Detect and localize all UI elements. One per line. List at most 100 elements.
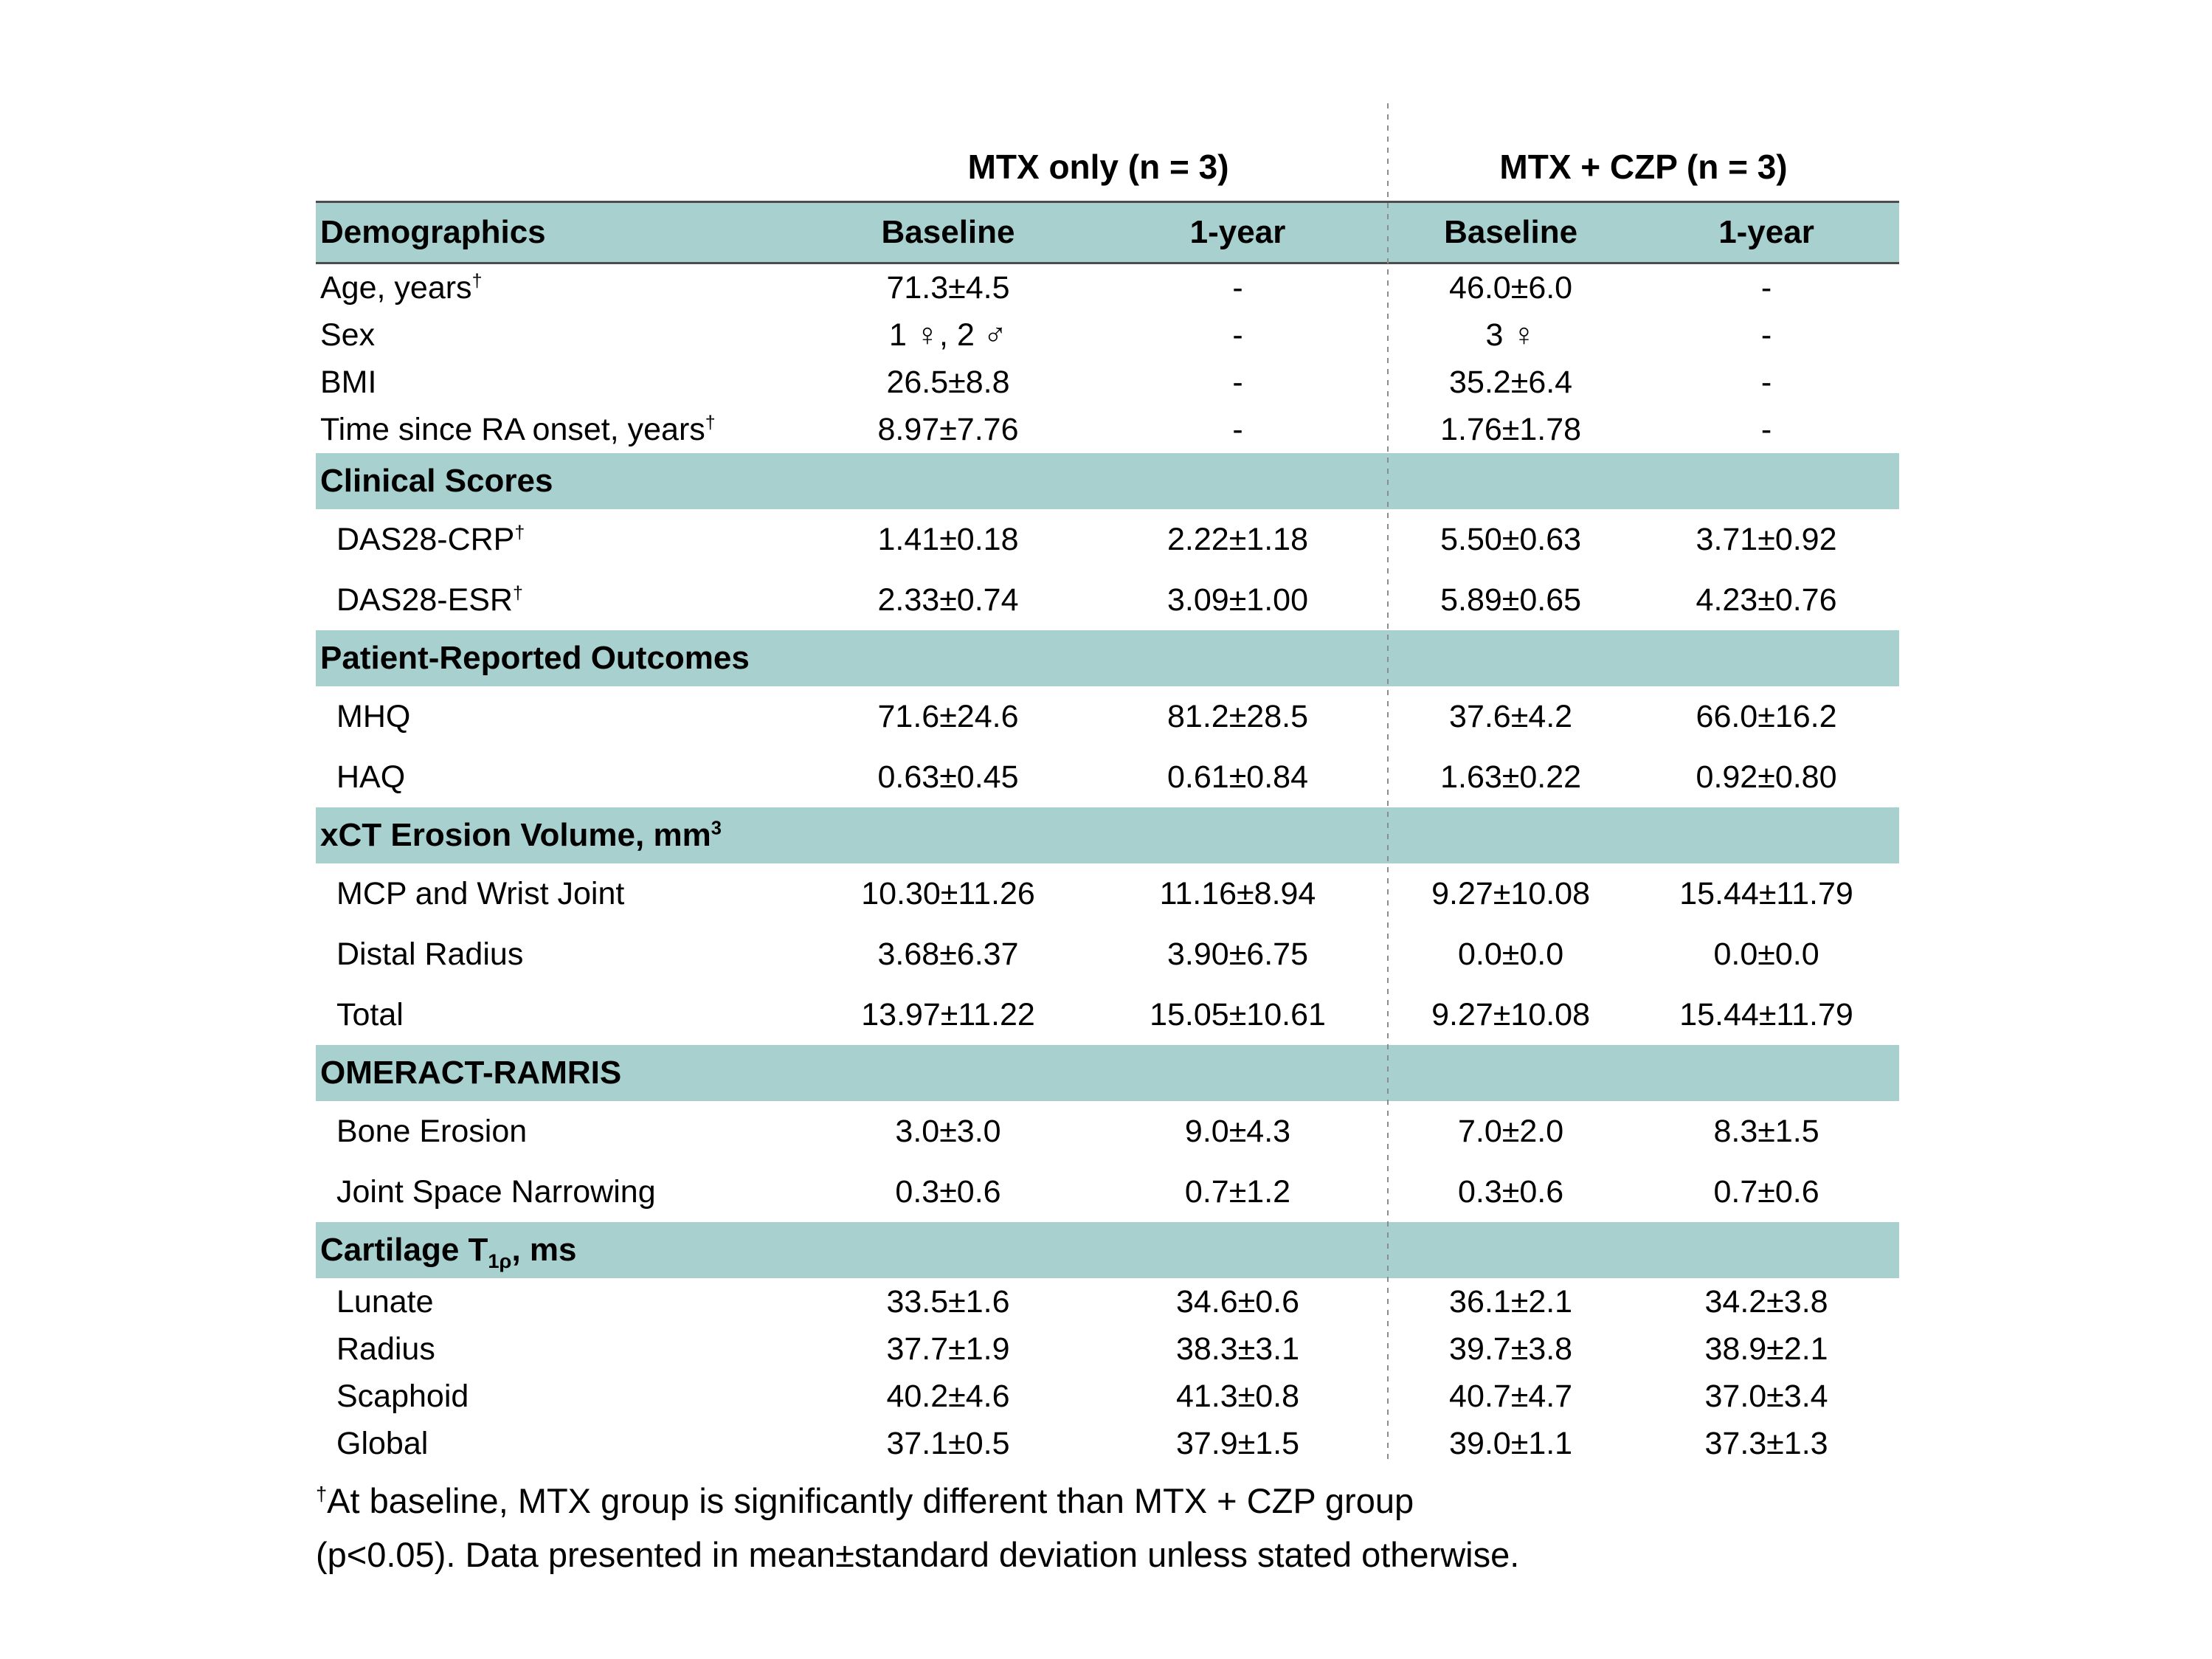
cell-value: - (1232, 364, 1243, 400)
table-row: DAS28-CRP† 1.41±0.18 2.22±1.18 5.50±0.63 3.7… (316, 509, 1899, 570)
cell-value: 3.0±3.0 (895, 1113, 1001, 1149)
row-label: DAS28-ESR† (336, 582, 523, 618)
group-header-row: MTX only (n = 3) MTX + CZP (n = 3) (316, 133, 1899, 201)
cell-value: 15.44±11.79 (1679, 875, 1853, 911)
section-header-row: xCT Erosion Volume, mm3 (316, 807, 1899, 863)
row-label: Joint Space Narrowing (336, 1173, 656, 1210)
cell-value: 13.97±11.22 (861, 996, 1035, 1032)
row-label: Lunate (336, 1283, 434, 1320)
cell-value: 9.0±4.3 (1184, 1113, 1291, 1149)
cell-value: 5.89±0.65 (1440, 582, 1582, 618)
cell-value: 41.3±0.8 (1175, 1378, 1300, 1414)
section-title: OMERACT-RAMRIS (320, 1055, 622, 1091)
cell-value: 39.7±3.8 (1449, 1331, 1573, 1367)
row-label: Global (336, 1425, 429, 1461)
row-label: Sex (320, 317, 376, 353)
cell-value: 37.0±3.4 (1704, 1378, 1828, 1414)
row-label: Distal Radius (336, 936, 524, 972)
section-header-row: OMERACT-RAMRIS (316, 1045, 1899, 1101)
cell-value: - (1760, 411, 1772, 447)
cell-value: 34.2±3.8 (1704, 1283, 1828, 1320)
cell-value: 38.9±2.1 (1704, 1331, 1828, 1367)
table-row: Sex 1 ♀, 2 ♂ - 3 ♀ - (316, 311, 1899, 359)
cell-value: 3.90±6.75 (1167, 936, 1308, 972)
row-label: Radius (336, 1331, 435, 1367)
cell-value: 35.2±6.4 (1449, 364, 1573, 400)
cell-value: 33.5±1.6 (886, 1283, 1010, 1320)
row-label: BMI (320, 364, 377, 400)
section-header-row: Cartilage T1ρ, ms (316, 1222, 1899, 1278)
row-label: MCP and Wrist Joint (336, 875, 625, 911)
row-label: Age, years† (320, 269, 483, 306)
cell-value: 2.22±1.18 (1167, 521, 1308, 557)
cell-value: 1.76±1.78 (1440, 411, 1582, 447)
cell-value: 0.63±0.45 (877, 759, 1019, 795)
table-row: Total 13.97±11.22 15.05±10.61 9.27±10.08 15.… (316, 984, 1899, 1045)
cell-value: 8.97±7.76 (877, 411, 1019, 447)
cell-value: - (1760, 317, 1772, 353)
table-row: Time since RA onset, years† 8.97±7.76 - 1.7… (316, 406, 1899, 453)
cell-value: 66.0±16.2 (1696, 698, 1837, 734)
table-row: HAQ 0.63±0.45 0.61±0.84 1.63±0.22 0.92±0.80 (316, 747, 1899, 807)
table-body: Age, years† 71.3±4.5 - 46.0±6.0 - Sex 1 ♀, 2 ♂… (316, 264, 1899, 1467)
table-row: Scaphoid 40.2±4.6 41.3±0.8 40.7±4.7 37.0±3.4 (316, 1373, 1899, 1420)
cell-value: 0.92±0.80 (1696, 759, 1837, 795)
outcomes-table: MTX only (n = 3) MTX + CZP (n = 3) Demog… (316, 133, 1899, 1467)
cell-value: 34.6±0.6 (1175, 1283, 1300, 1320)
cell-value: - (1232, 269, 1243, 306)
header-baseline-mtx: Baseline (881, 214, 1015, 250)
cell-value: 37.7±1.9 (886, 1331, 1010, 1367)
group-header-mtx-only: MTX only (n = 3) (967, 148, 1229, 186)
cell-value: 1.41±0.18 (877, 521, 1019, 557)
cell-value: 7.0±2.0 (1457, 1113, 1564, 1149)
section-title: Patient-Reported Outcomes (320, 640, 750, 676)
row-label: Time since RA onset, years† (320, 411, 716, 447)
cell-value: - (1232, 317, 1243, 353)
table-row: Bone Erosion 3.0±3.0 9.0±4.3 7.0±2.0 8.3±1.5 (316, 1101, 1899, 1162)
group-header-mtx-czp: MTX + CZP (n = 3) (1499, 148, 1788, 186)
table-row: Age, years† 71.3±4.5 - 46.0±6.0 - (316, 264, 1899, 311)
cell-value: 0.0±0.0 (1457, 936, 1564, 972)
table-row: Joint Space Narrowing 0.3±0.6 0.7±1.2 0.3±0… (316, 1162, 1899, 1222)
row-label: Total (336, 996, 404, 1032)
section-title: Clinical Scores (320, 463, 553, 499)
cell-value: 15.44±11.79 (1679, 996, 1853, 1032)
table-row: Radius 37.7±1.9 38.3±3.1 39.7±3.8 38.9±2.1 (316, 1325, 1899, 1373)
cell-value: 46.0±6.0 (1449, 269, 1573, 306)
cell-value: 9.27±10.08 (1431, 996, 1591, 1032)
cell-value: 0.61±0.84 (1167, 759, 1308, 795)
cell-value: 37.3±1.3 (1704, 1425, 1828, 1461)
cell-value: 38.3±3.1 (1175, 1331, 1300, 1367)
header-baseline-czp: Baseline (1444, 214, 1578, 250)
section-header-row: Patient-Reported Outcomes (316, 630, 1899, 686)
section-title: Cartilage T1ρ, ms (320, 1232, 577, 1272)
cell-value: 3.09±1.00 (1167, 582, 1308, 618)
header-1year-mtx: 1-year (1189, 214, 1286, 250)
cell-value: 36.1±2.1 (1449, 1283, 1573, 1320)
table-row: BMI 26.5±8.8 - 35.2±6.4 - (316, 359, 1899, 406)
cell-value: 71.3±4.5 (886, 269, 1010, 306)
group-divider-dotted-line (1387, 103, 1389, 1463)
cell-value: 26.5±8.8 (886, 364, 1010, 400)
row-label: Bone Erosion (336, 1113, 528, 1149)
footnote-line-1: †At baseline, MTX group is significantly… (316, 1481, 1414, 1520)
header-demographics: Demographics (320, 214, 546, 250)
column-header-row: Demographics Baseline 1-year Baseline 1-… (316, 201, 1899, 264)
cell-value: 0.0±0.0 (1713, 936, 1819, 972)
cell-value: 3.68±6.37 (877, 936, 1019, 972)
cell-value: 15.05±10.61 (1150, 996, 1326, 1032)
cell-value: 0.7±1.2 (1184, 1173, 1291, 1210)
cell-value: 9.27±10.08 (1431, 875, 1591, 911)
cell-value: 8.3±1.5 (1713, 1113, 1819, 1149)
table-row: MHQ 71.6±24.6 81.2±28.5 37.6±4.2 66.0±16.2 (316, 686, 1899, 747)
cell-value: - (1760, 364, 1772, 400)
table-row: DAS28-ESR† 2.33±0.74 3.09±1.00 5.89±0.65 4.2… (316, 570, 1899, 630)
cell-value: 10.30±11.26 (861, 875, 1035, 911)
cell-value: 2.33±0.74 (877, 582, 1019, 618)
cell-value: - (1760, 269, 1772, 306)
cell-value: 0.3±0.6 (1457, 1173, 1564, 1210)
cell-value: 3.71±0.92 (1696, 521, 1837, 557)
table-footnote: †At baseline, MTX group is significantly… (316, 1475, 1899, 1582)
cell-value: 5.50±0.63 (1440, 521, 1582, 557)
